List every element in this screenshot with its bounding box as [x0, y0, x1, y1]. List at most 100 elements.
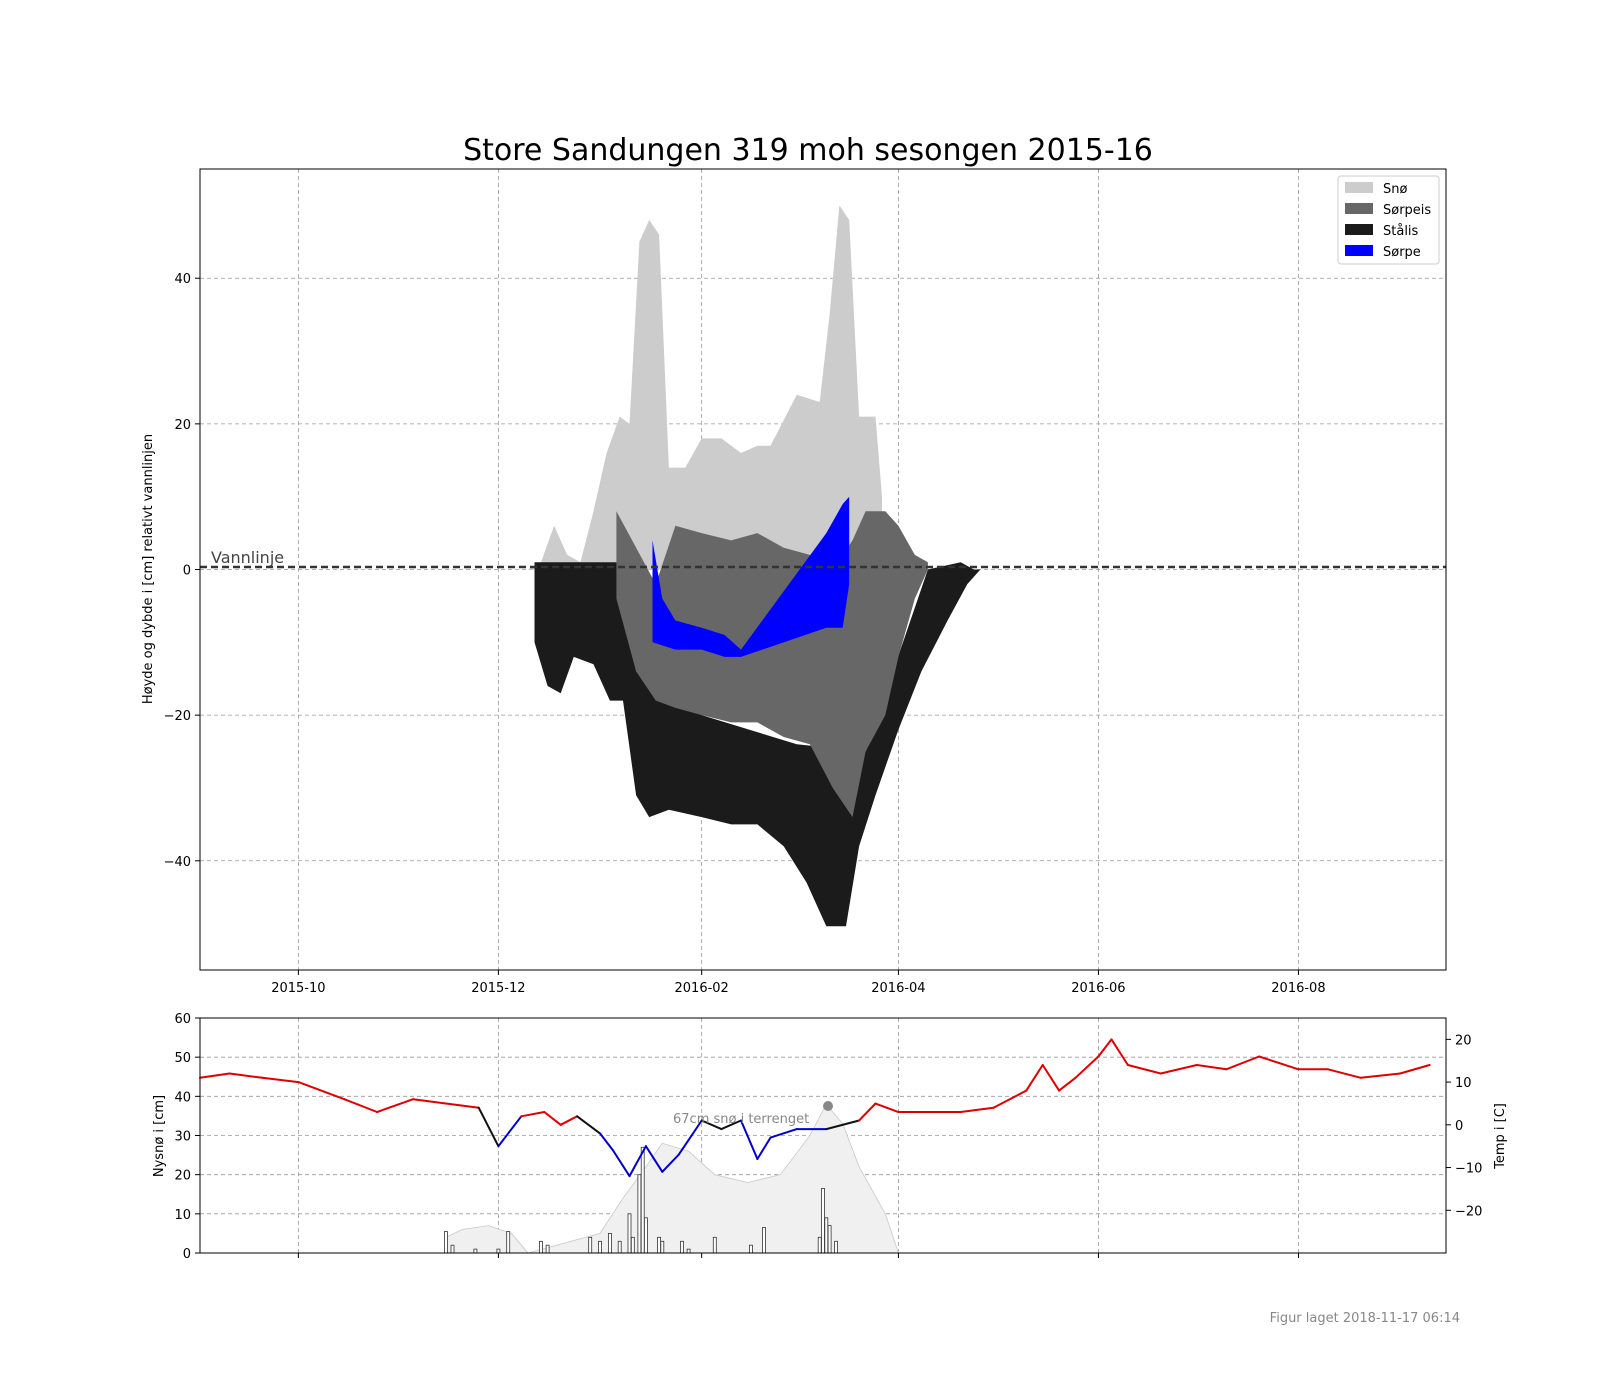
legend-swatch-slush-ice: [1345, 203, 1373, 214]
new-snow-bars: [443, 1146, 838, 1254]
main-x-tick-label-3: 2016-04: [871, 981, 925, 996]
temp-segment-8: [477, 1106, 500, 1148]
new-snow-bar-17: [660, 1240, 665, 1254]
temp-segment-27: [858, 1102, 877, 1122]
new-snow-bar-4: [506, 1231, 511, 1254]
terrain-snow-path: [445, 1103, 899, 1254]
bottom-y2-tick-label-2: 0: [1455, 1119, 1463, 1134]
new-snow-bar-11: [627, 1213, 632, 1254]
temp-segment-9: [497, 1115, 523, 1148]
area-snow: [527, 205, 882, 570]
main-x-ticks: 2015-10 2015-12 2016-02 2016-04 2016-06 2016-…: [271, 970, 1326, 996]
bottom-y2-tick-label-3: 10: [1455, 1076, 1472, 1091]
new-snow-bar-7: [588, 1236, 593, 1254]
temp-segment-37: [1097, 1038, 1113, 1058]
temp-segment-33: [1025, 1064, 1044, 1092]
bottom-left-y-ticks: 0 10 20 30 40 50 60: [174, 1012, 200, 1262]
bottom-y-tick-label-1: 10: [174, 1208, 191, 1223]
temp-segment-47: [1399, 1064, 1431, 1075]
temperature-line: [199, 1038, 1431, 1178]
temp-segment-6: [412, 1098, 447, 1105]
new-snow-bar-10: [617, 1240, 622, 1254]
temp-segment-17: [644, 1145, 664, 1173]
main-y-tick-label-1: −20: [164, 709, 191, 724]
temp-segment-28: [874, 1102, 900, 1113]
legend-label-snow: Snø: [1383, 182, 1407, 197]
main-y-ticks: −40 −20 0 20 40: [164, 272, 200, 870]
temp-segment-19: [677, 1119, 703, 1156]
temp-segment-0: [199, 1072, 231, 1079]
legend-swatch-snow: [1345, 182, 1373, 193]
terrain-snow-area: [445, 1103, 899, 1254]
temp-segment-43: [1258, 1055, 1300, 1071]
bottom-y2-tick-label-0: −20: [1455, 1204, 1482, 1219]
legend-label-slush: Sørpe: [1383, 245, 1421, 260]
area-slushice: [616, 511, 928, 818]
temp-segment-24: [769, 1128, 798, 1139]
new-snow-bar-9: [608, 1233, 612, 1254]
terrain-snow-marker: [823, 1101, 833, 1111]
temp-segment-11: [543, 1111, 562, 1126]
legend-box: [1337, 175, 1440, 265]
main-chart: Vannlinje 2015-10 2015-12 2016-02 2016-04 20…: [141, 168, 1447, 996]
temp-segment-46: [1359, 1072, 1402, 1079]
bottom-y-tick-label-5: 50: [174, 1051, 191, 1066]
bottom-y2-tick-label-1: −10: [1455, 1162, 1482, 1177]
temp-segment-10: [520, 1111, 546, 1118]
legend-swatch-slush: [1345, 245, 1373, 256]
terrain-snow-annotation: 67cm snø i terrenget: [673, 1112, 809, 1127]
new-snow-bar-16: [657, 1236, 661, 1254]
new-snow-bar-20: [712, 1236, 717, 1254]
main-x-tick-label-0: 2015-10: [271, 981, 325, 996]
new-snow-bar-0: [443, 1231, 448, 1254]
new-snow-bar-22: [762, 1227, 766, 1254]
area-slush: [652, 496, 850, 657]
area-blackice: [534, 562, 981, 927]
temp-segment-12: [559, 1115, 579, 1126]
legend-swatch-black-ice: [1345, 224, 1373, 235]
new-snow-bar-13: [637, 1174, 642, 1254]
temp-segment-4: [343, 1098, 379, 1113]
main-y-tick-label-3: 20: [174, 418, 191, 433]
temp-segment-2: [261, 1076, 300, 1084]
legend-label-black-ice: Stålis: [1383, 224, 1419, 239]
new-snow-bar-3: [496, 1248, 501, 1254]
temp-segment-1: [228, 1072, 264, 1079]
temp-segment-5: [376, 1098, 415, 1113]
temp-segment-23: [756, 1136, 772, 1160]
main-y-tick-label-0: −40: [164, 855, 191, 870]
main-y-tick-label-2: 0: [183, 564, 191, 579]
bottom-left-y-axis-label: Nysnø i [cm]: [152, 1095, 167, 1177]
bottom-y-tick-label-4: 40: [174, 1090, 191, 1105]
bottom-y-tick-label-6: 60: [174, 1012, 191, 1027]
temp-segment-31: [959, 1106, 995, 1113]
temp-segment-45: [1327, 1068, 1362, 1079]
temp-segment-34: [1041, 1064, 1061, 1092]
new-snow-bar-2: [473, 1248, 478, 1254]
temp-segment-18: [661, 1153, 680, 1173]
waterline-label: Vannlinje: [211, 548, 284, 567]
temp-segment-40: [1159, 1064, 1198, 1075]
temp-segment-14: [599, 1132, 615, 1152]
chart-title: Store Sandungen 319 moh sesongen 2015-16: [463, 133, 1153, 168]
main-x-tick-label-5: 2016-08: [1271, 981, 1325, 996]
new-snow-bar-25: [824, 1217, 829, 1254]
temp-segment-13: [576, 1115, 601, 1135]
legend: Snø Sørpeis Stålis Sørpe: [1337, 175, 1440, 265]
bottom-y2-tick-label-4: 20: [1455, 1033, 1472, 1048]
main-x-tick-label-2: 2016-02: [675, 981, 729, 996]
bottom-right-y-axis-label: Temp i [C]: [1493, 1103, 1508, 1170]
temp-segment-21: [720, 1119, 742, 1131]
temp-segment-41: [1195, 1064, 1228, 1071]
temp-segment-26: [825, 1119, 861, 1131]
new-snow-bar-1: [450, 1244, 455, 1254]
main-x-tick-label-1: 2015-12: [471, 981, 525, 996]
new-snow-bar-6: [545, 1244, 550, 1254]
new-snow-bar-18: [680, 1240, 684, 1254]
new-snow-bar-21: [749, 1244, 753, 1254]
new-snow-bar-14: [640, 1146, 645, 1254]
new-snow-bar-19: [686, 1248, 691, 1254]
bottom-x-ticks: [297, 1253, 1299, 1258]
temp-segment-35: [1058, 1076, 1077, 1092]
